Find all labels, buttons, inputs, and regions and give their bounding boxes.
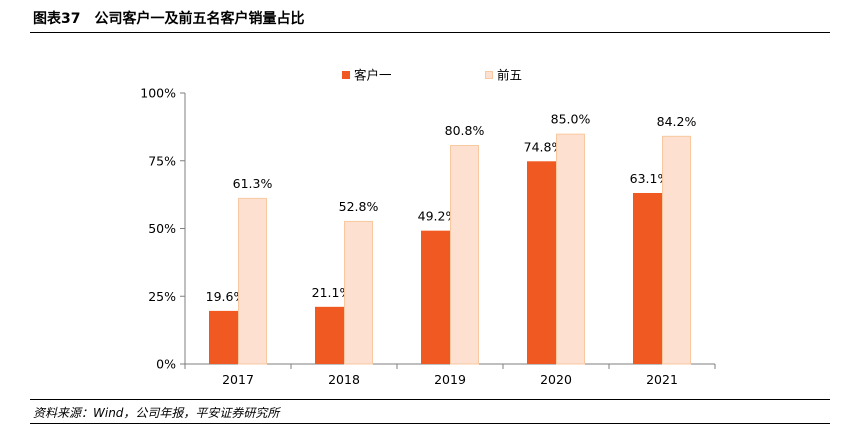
- y-tick-label: 50%: [148, 221, 176, 236]
- data-label-top5: 84.2%: [657, 114, 697, 129]
- legend-label-customer1: 客户一: [354, 68, 392, 83]
- bar-customer1: [527, 161, 556, 364]
- y-tick-label: 75%: [148, 153, 176, 168]
- bar-customer1: [633, 192, 662, 364]
- data-label-customer1: 74.8%: [524, 139, 564, 154]
- data-label-customer1: 63.1%: [630, 171, 670, 186]
- footer-bottom-rule: [30, 423, 830, 424]
- x-tick-label: 2017: [222, 372, 254, 387]
- bar-top5: [662, 135, 691, 365]
- data-label-top5: 52.8%: [339, 199, 379, 214]
- x-tick-label: 2019: [434, 372, 466, 387]
- bar-top5: [556, 133, 585, 365]
- x-tick-label: 2020: [540, 372, 572, 387]
- x-tick-label: 2021: [646, 372, 678, 387]
- y-tick-label: 25%: [148, 289, 176, 304]
- data-label-top5: 61.3%: [233, 176, 273, 191]
- bar-top5: [344, 220, 373, 365]
- bar-customer1: [421, 230, 450, 364]
- data-label-top5: 80.8%: [445, 123, 485, 138]
- bar-customer1: [315, 306, 344, 364]
- bar-customer1: [209, 310, 238, 364]
- data-label-customer1: 49.2%: [418, 209, 458, 224]
- data-label-customer1: 21.1%: [312, 285, 352, 300]
- footer-top-rule: [30, 399, 830, 400]
- y-tick-label: 100%: [140, 86, 176, 101]
- figure-title-text: 公司客户一及前五名客户销量占比: [94, 11, 305, 27]
- data-label-top5: 85.0%: [551, 112, 591, 127]
- figure-label: 图表37: [33, 11, 81, 27]
- figure-title: 图表37 公司客户一及前五名客户销量占比: [33, 8, 304, 28]
- bar-top5: [238, 197, 267, 365]
- figure-header: 图表37 公司客户一及前五名客户销量占比: [30, 6, 830, 33]
- bar-top5: [450, 145, 479, 365]
- legend-label-top5: 前五: [497, 68, 522, 83]
- source-note: 资料来源：Wind，公司年报，平安证券研究所: [33, 406, 280, 420]
- x-tick-label: 2018: [328, 372, 360, 387]
- legend-swatch-customer1: [342, 71, 350, 79]
- data-label-customer1: 19.6%: [206, 289, 246, 304]
- y-tick-label: 0%: [156, 357, 176, 372]
- legend-swatch-top5: [485, 71, 493, 79]
